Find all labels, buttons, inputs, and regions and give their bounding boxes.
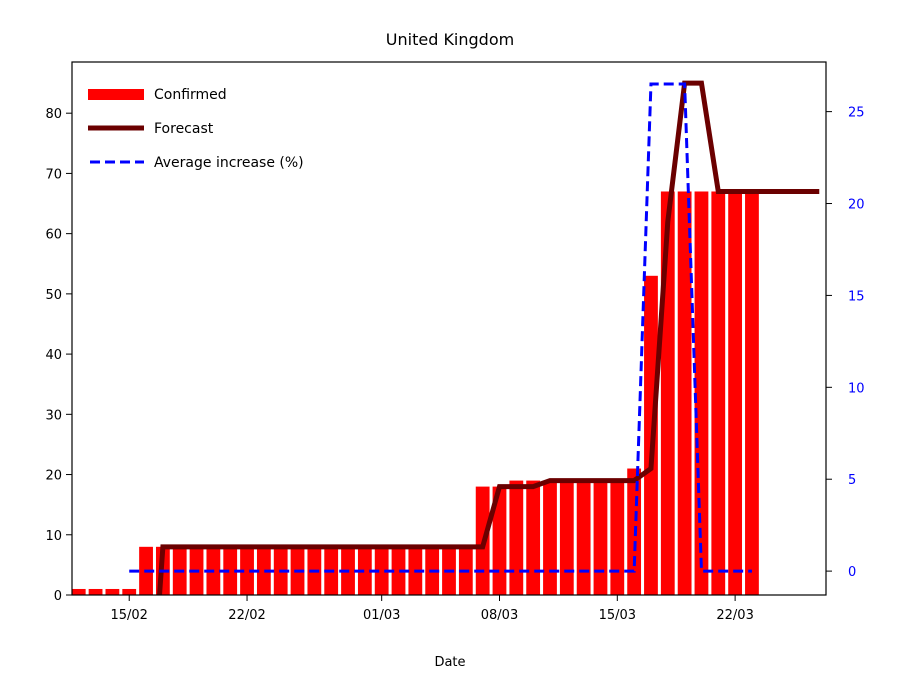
confirmed-bar [745,191,759,595]
y-axis-left: 0 10 20 30 40 50 60 70 80 [45,107,72,604]
y-tick-label: 50 [45,288,62,303]
y-axis-right: 0 5 10 15 20 25 [826,106,865,580]
confirmed-bar [391,546,406,595]
confirmed-bar [593,480,608,595]
y-tick-label: 80 [45,107,62,122]
confirmed-bar [677,191,692,595]
confirmed-bar [88,588,103,595]
x-tick-label: 08/03 [481,608,518,623]
y-tick-label: 60 [45,228,62,243]
y-right-tick-label: 15 [848,289,865,304]
x-tick-label: 22/03 [716,608,753,623]
y-tick-label: 30 [45,408,62,423]
x-tick-label: 15/02 [110,608,147,623]
chart-title: United Kingdom [386,30,514,49]
confirmed-bar [509,480,524,595]
forecast-line [156,80,820,595]
confirmed-bar [256,546,271,595]
legend-label: Forecast [154,121,214,137]
y-right-tick-label: 5 [848,473,856,488]
legend-label: Average increase (%) [154,155,304,171]
confirmed-bar [576,480,591,595]
x-axis-label: Date [434,655,465,670]
confirmed-bar [122,588,137,595]
confirmed-bar [357,546,372,595]
confirmed-bar [543,480,557,595]
series-lines [129,80,820,595]
y-tick-label: 0 [54,589,62,604]
legend-label: Confirmed [154,87,227,103]
confirmed-bar [694,191,709,595]
y-tick-label: 20 [45,469,62,484]
confirmed-bar [610,480,625,595]
y-right-tick-label: 25 [848,106,865,121]
confirmed-bar [526,480,541,595]
confirmed-bar [492,486,507,595]
confirmed-bar [105,588,120,595]
y-tick-label: 10 [45,529,62,544]
y-tick-label: 70 [45,167,62,182]
x-tick-label: 22/02 [228,608,265,623]
confirmed-bar [223,546,238,595]
confirmed-bar [374,546,389,595]
x-tick-label: 01/03 [363,608,400,623]
y-right-tick-label: 10 [848,381,865,396]
x-axis: 15/02 22/02 01/03 08/03 15/03 22/03 [110,595,754,623]
x-tick-label: 15/03 [599,608,636,623]
y-right-tick-label: 20 [848,198,865,213]
legend: Confirmed Forecast Average increase (%) [88,87,304,171]
legend-swatch-confirmed [88,89,144,100]
confirmed-bar [72,588,86,595]
y-tick-label: 40 [45,348,62,363]
confirmed-bar [240,546,254,595]
plot-frame [71,61,827,596]
confirmed-bar [728,191,743,595]
confirmed-bar [559,480,574,595]
y-right-tick-label: 0 [848,565,856,580]
confirmed-bar [711,191,726,595]
